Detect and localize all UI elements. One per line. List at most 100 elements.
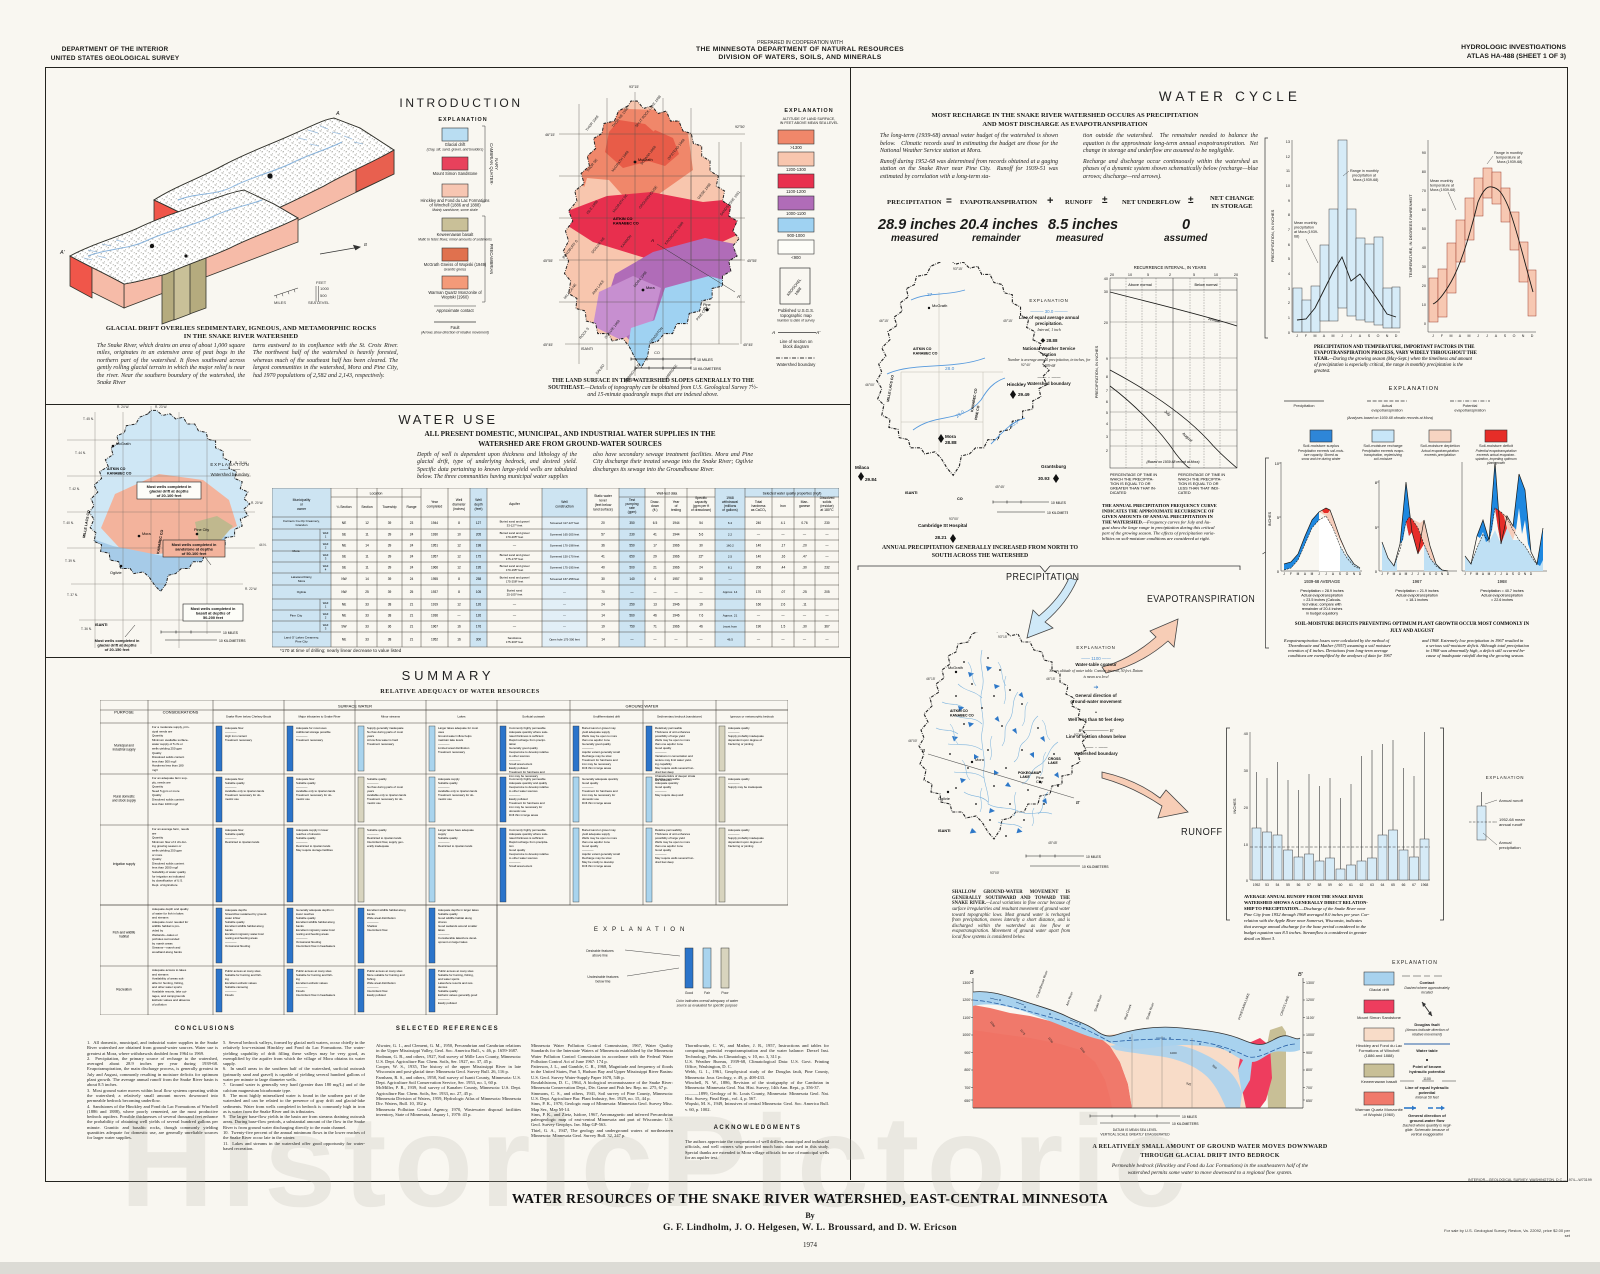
svg-text:(gpm per ft: (gpm per ft — [693, 504, 709, 508]
svg-text:—: — — [653, 590, 657, 594]
svg-text:————: ———— — [509, 860, 521, 864]
svg-text:1944: 1944 — [672, 521, 679, 525]
svg-text:Treatment necessary: Treatment necessary — [296, 738, 324, 742]
svg-text:—: — — [803, 614, 807, 618]
svg-text:————: ———— — [296, 936, 308, 940]
svg-text:10 KILOMETERS: 10 KILOMETERS — [219, 639, 246, 643]
svg-text:—: — — [513, 625, 517, 629]
svg-text:hydraulic potential: hydraulic potential — [1409, 1069, 1445, 1074]
svg-text:Well: Well — [323, 623, 329, 627]
svg-text:20: 20 — [1104, 321, 1108, 325]
svg-text:Easily polluted: Easily polluted — [367, 993, 386, 997]
svg-text:5: 5 — [1193, 273, 1195, 277]
svg-text:exceeds actual evapotran-: exceeds actual evapotran- — [1477, 453, 1517, 457]
svg-text:Treatment necessary: Treatment necessary — [367, 742, 395, 746]
svg-text:92°40': 92°40' — [1074, 733, 1084, 737]
svg-text:J: J — [1296, 334, 1298, 338]
svg-text:A: A — [1399, 572, 1402, 576]
svg-text:Section: Section — [361, 505, 372, 509]
svg-text:Intermittent flow: Intermittent flow — [367, 989, 388, 993]
svg-text:—: — — [825, 638, 829, 642]
svg-text:39: 39 — [388, 533, 392, 537]
svg-text:(feet below: (feet below — [595, 503, 612, 507]
svg-text:Screened 175-195 feet: Screened 175-195 feet — [550, 566, 580, 570]
svg-text:D: D — [1530, 572, 1533, 576]
svg-text:relation with the Apple River: relation with the Apple River near Somer… — [1244, 918, 1362, 924]
svg-text:dences: dences — [438, 985, 448, 989]
svg-text:36: 36 — [601, 544, 605, 548]
svg-text:cause of inadequate rainfall d: cause of inadequate rainfall during the … — [1426, 653, 1524, 658]
svg-text:Approx. 21: Approx. 21 — [723, 614, 738, 618]
svg-text:33-127* feet: 33-127* feet — [507, 523, 523, 527]
svg-text:and streams: and streams — [152, 916, 169, 920]
svg-text:wells yielding 250 gpm: wells yielding 250 gpm — [152, 849, 183, 853]
svg-text:—: — — [781, 533, 785, 537]
svg-text:Floods: Floods — [225, 993, 234, 997]
svg-text:140: 140 — [629, 577, 635, 581]
svg-text:Restricted to riparian lands: Restricted to riparian lands — [296, 844, 331, 848]
svg-text:T. 45 N.: T. 45 N. — [83, 417, 94, 421]
svg-text:woodland along banks: woodland along banks — [152, 950, 182, 954]
svg-text:8: 8 — [458, 521, 460, 525]
svg-text:Dept. of Agriculture: Dept. of Agriculture — [152, 883, 178, 887]
svg-text:May be costly to develop: May be costly to develop — [582, 860, 614, 864]
svg-text:Pine City from 1952 through 19: Pine City from 1952 through 1968 average… — [1243, 912, 1370, 917]
svg-text:Larger lakes adequate for most: Larger lakes adequate for most — [438, 726, 478, 730]
svg-text:Commonly highly permeable: Commonly highly permeable — [509, 726, 546, 730]
svg-text:iron may be necessary: iron may be necessary — [509, 774, 539, 778]
svg-text:A': A' — [815, 330, 821, 336]
svg-text:.44: .44 — [781, 566, 786, 570]
svg-text:126: 126 — [476, 614, 482, 618]
svg-text:CO: CO — [957, 497, 963, 501]
svg-text:66: 66 — [1402, 883, 1406, 887]
svg-text:1000': 1000' — [1306, 1033, 1315, 1037]
svg-text:1100-1200: 1100-1200 — [786, 189, 806, 194]
svg-text:JULY AND AUGUST: JULY AND AUGUST — [1390, 629, 1435, 634]
svg-text:Adequate depths: Adequate depths — [225, 908, 247, 912]
svg-text:5: 5 — [1288, 257, 1290, 261]
svg-text:29.84: 29.84 — [865, 477, 877, 482]
svg-text:Iron: Iron — [780, 504, 786, 508]
svg-text:Evapotranspiration losses were: Evapotranspiration losses were calculate… — [1283, 638, 1390, 643]
svg-text:B: B — [364, 242, 367, 247]
svg-text:Ogilvie: Ogilvie — [938, 796, 950, 801]
svg-text:Intermittent flow in headwater: Intermittent flow in headwaters — [296, 993, 336, 997]
svg-text:R. 22 W.: R. 22 W. — [245, 587, 257, 591]
svg-text:T. 42 N.: T. 42 N. — [69, 487, 80, 491]
svg-text:DATUM IS MEAN SEA LEVEL: DATUM IS MEAN SEA LEVEL — [1113, 1128, 1158, 1132]
svg-text:198: 198 — [476, 544, 482, 548]
svg-text:205: 205 — [476, 533, 482, 537]
svg-text:230: 230 — [824, 521, 830, 525]
svg-text:(Clay, silt, sand, gravel, and: (Clay, silt, sand, gravel, and boulders) — [427, 148, 484, 152]
svg-text:McGrath: McGrath — [116, 442, 131, 446]
svg-text:0: 0 — [1277, 570, 1279, 574]
svg-text:Streams—marsh and: Streams—marsh and — [152, 946, 181, 950]
svg-text:Wetlands—lakes or: Wetlands—lakes or — [152, 933, 178, 937]
svg-text:Esthetic values generally good: Esthetic values generally good — [438, 993, 478, 997]
svg-text:ing growing season or: ing growing season or — [152, 844, 181, 848]
svg-text:A: A — [1506, 572, 1509, 576]
svg-text:68): 68) — [1294, 235, 1299, 239]
svg-text:M: M — [1314, 334, 1317, 338]
svg-text:Dissolved: Dissolved — [820, 496, 835, 500]
svg-text:—: — — [513, 544, 517, 548]
svg-text:1957: 1957 — [431, 555, 438, 559]
svg-text:Adequate flow: Adequate flow — [225, 777, 244, 781]
svg-text:fracturing or jointing: fracturing or jointing — [728, 742, 754, 746]
svg-text:VERTICAL SCALE GREATLY EXAG: VERTICAL SCALE GREATLY EXAGGERATED — [1100, 1133, 1170, 1137]
svg-text:2: 2 — [325, 546, 327, 550]
svg-text:—: — — [803, 533, 807, 537]
svg-text:6.4: 6.4 — [728, 521, 733, 525]
svg-text:At low flow water is hard: At low flow water is hard — [367, 738, 399, 742]
svg-text:—: — — [457, 614, 461, 618]
svg-text:M: M — [1393, 572, 1396, 576]
svg-text:1.5: 1.5 — [781, 625, 786, 629]
svg-text:Pine City: Pine City — [295, 640, 308, 644]
svg-text:J: J — [1381, 572, 1383, 576]
svg-text:CROSS LAKE: CROSS LAKE — [1279, 994, 1290, 1016]
svg-text:greatest.: greatest. — [1314, 369, 1330, 374]
svg-text:NE: NE — [342, 603, 346, 607]
svg-text:Recreation: Recreation — [116, 988, 132, 992]
svg-text:Ogilvie: Ogilvie — [297, 590, 307, 594]
svg-text:Public access at many sites: Public access at many sites — [438, 969, 474, 973]
